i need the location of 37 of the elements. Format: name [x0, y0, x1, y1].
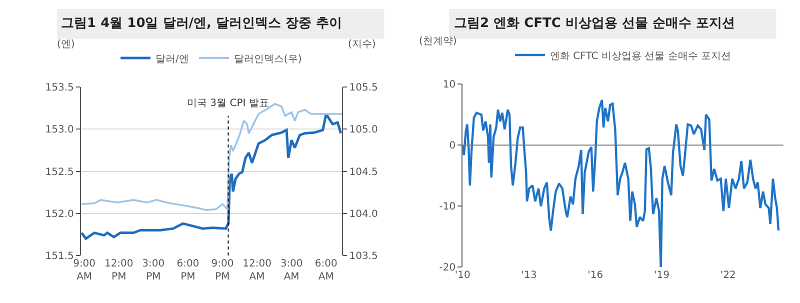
x-tick-label: 6:00 AM [314, 258, 338, 283]
x-tick-label: '19 [654, 270, 670, 282]
y2-tick-label: 105.5 [349, 82, 378, 94]
x-tick-label: 6:00 PM [176, 258, 200, 283]
x-tick-label: 12:00 AM [242, 258, 272, 283]
legend-label: 달러인덱스(우) [234, 54, 302, 65]
ref-line-label: 미국 3월 CPI 발표 [187, 98, 269, 109]
y-tick-label: 152.0 [45, 208, 74, 220]
y2-tick-label: 103.5 [349, 251, 378, 262]
y-tick-label: 151.5 [45, 251, 74, 262]
x-tick-label: 9:00 PM [211, 258, 234, 283]
legend-label: 달러/엔 [156, 54, 189, 65]
x-tick-label: 9:00 AM [73, 258, 96, 283]
y-axis-title: (천계약) [419, 36, 457, 47]
y-tick-label: -10 [439, 202, 456, 213]
y2-tick-label: 104.5 [349, 166, 378, 178]
x-tick-label: 3:00 AM [280, 258, 303, 283]
y-tick-label: 0 [449, 140, 456, 152]
x-tick-label: '22 [720, 270, 736, 282]
y-tick-label: 152.5 [45, 166, 74, 178]
chart-title: 그림2 엔화 CFTC 비상업용 선물 순매수 포지션 [454, 16, 736, 31]
y2-axis-title: (지수) [348, 39, 376, 50]
chart-title: 그림1 4월 10일 달러/엔, 달러인덱스 장중 추이 [61, 16, 342, 31]
y-tick-label: -20 [439, 262, 456, 274]
x-tick-label: '13 [521, 270, 537, 282]
y-tick-label: 10 [442, 80, 456, 91]
x-tick-label: '16 [588, 270, 604, 282]
y-tick-label: 153.5 [45, 82, 74, 94]
y-tick-label: 153.0 [45, 124, 74, 136]
x-tick-label: 12:00 PM [104, 258, 134, 283]
x-tick-label: 3:00 PM [142, 258, 165, 283]
x-tick-label: '10 [454, 270, 470, 282]
y2-tick-label: 105.0 [349, 124, 378, 136]
legend-label: 엔화 CFTC 비상업용 선물 순매수 포지션 [550, 50, 731, 62]
y-axis-title: (엔) [57, 39, 75, 50]
line-series [462, 98, 780, 268]
y2-tick-label: 104.0 [349, 208, 378, 220]
